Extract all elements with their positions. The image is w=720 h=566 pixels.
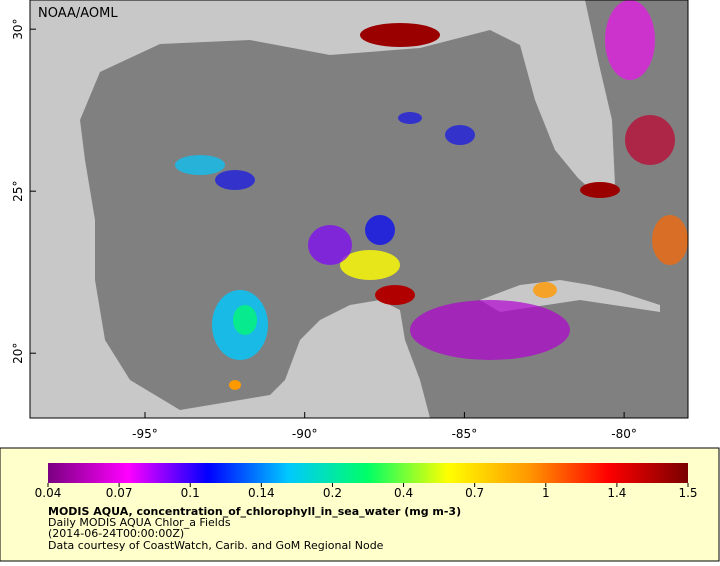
lon-tick-label: -85° — [452, 427, 478, 441]
credit: NOAA/AOML — [38, 6, 118, 21]
lon-tick-label: -90° — [292, 427, 318, 441]
colorbar-tick-label: 0.2 — [323, 486, 342, 500]
colorbar-tick-label: 0.4 — [394, 486, 413, 500]
colorbar-tick-label: 0.14 — [248, 486, 275, 500]
colorbar-tick-label: 1.5 — [678, 486, 697, 500]
chlorophyll-patches — [175, 0, 688, 390]
caption-title: MODIS AQUA, concentration_of_chlorophyll… — [48, 505, 461, 518]
colorbar-tick-label: 1 — [542, 486, 550, 500]
colorbar-tick-label: 0.1 — [181, 486, 200, 500]
lat-tick-label: 20° — [11, 343, 25, 364]
lon-tick-label: -80° — [611, 427, 637, 441]
lon-tick-label: -95° — [132, 427, 158, 441]
colorbar-tick-label: 1.4 — [607, 486, 626, 500]
map — [30, 0, 688, 418]
colorbar-tick-label: 0.07 — [106, 486, 133, 500]
colorbar — [48, 463, 688, 483]
caption-line: Daily MODIS AQUA Chlor_a Fields — [48, 516, 231, 529]
caption-line: Data courtesy of CoastWatch, Carib. and … — [48, 539, 384, 552]
caption-line: (2014-06-24T00:00:00Z) — [48, 527, 184, 540]
map-frame — [29, 0, 689, 419]
lat-tick-label: 25° — [11, 181, 25, 202]
lat-tick-label: 30° — [11, 19, 25, 40]
colorbar-tick-label: 0.04 — [35, 486, 62, 500]
colorbar-tick-label: 0.7 — [465, 486, 484, 500]
